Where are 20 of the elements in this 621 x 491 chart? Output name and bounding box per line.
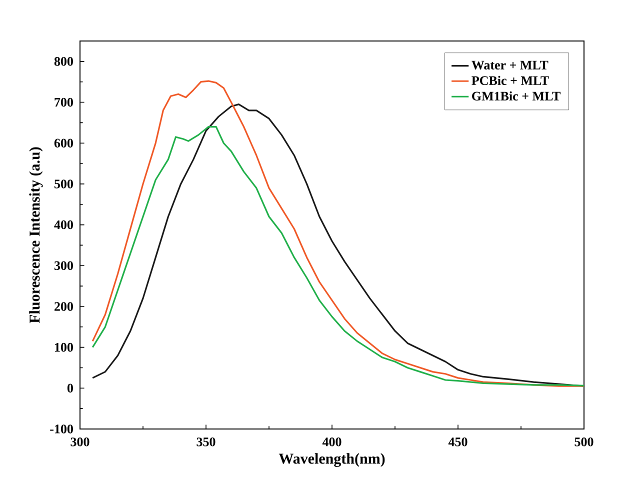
y-tick-label: 400 (54, 220, 73, 230)
y-tick-label: 600 (54, 138, 73, 148)
y-axis-title: Fluorescence Intensity (a.u) (29, 147, 43, 324)
legend-label: GM1Bic + MLT (472, 91, 560, 101)
x-tick-label: 350 (196, 438, 216, 446)
x-axis-title: Wavelength(nm) (278, 453, 385, 467)
y-tick-label: 200 (54, 302, 73, 311)
legend-label: Water + MLT (472, 60, 548, 70)
legend-label: PCBic + MLT (472, 76, 549, 85)
x-tick-label: 300 (70, 438, 90, 446)
x-tick-label: 400 (322, 438, 342, 446)
y-tick-label: 0 (67, 384, 73, 393)
y-tick-label: -100 (50, 424, 73, 434)
y-tick-label: 300 (54, 261, 73, 270)
y-tick-label: 700 (54, 98, 73, 107)
y-tick-label: 100 (55, 342, 73, 352)
y-tick-label: 800 (54, 57, 73, 66)
y-tick-label: 500 (54, 180, 73, 188)
x-tick-label: 500 (574, 438, 594, 446)
x-tick-label: 450 (448, 438, 468, 446)
